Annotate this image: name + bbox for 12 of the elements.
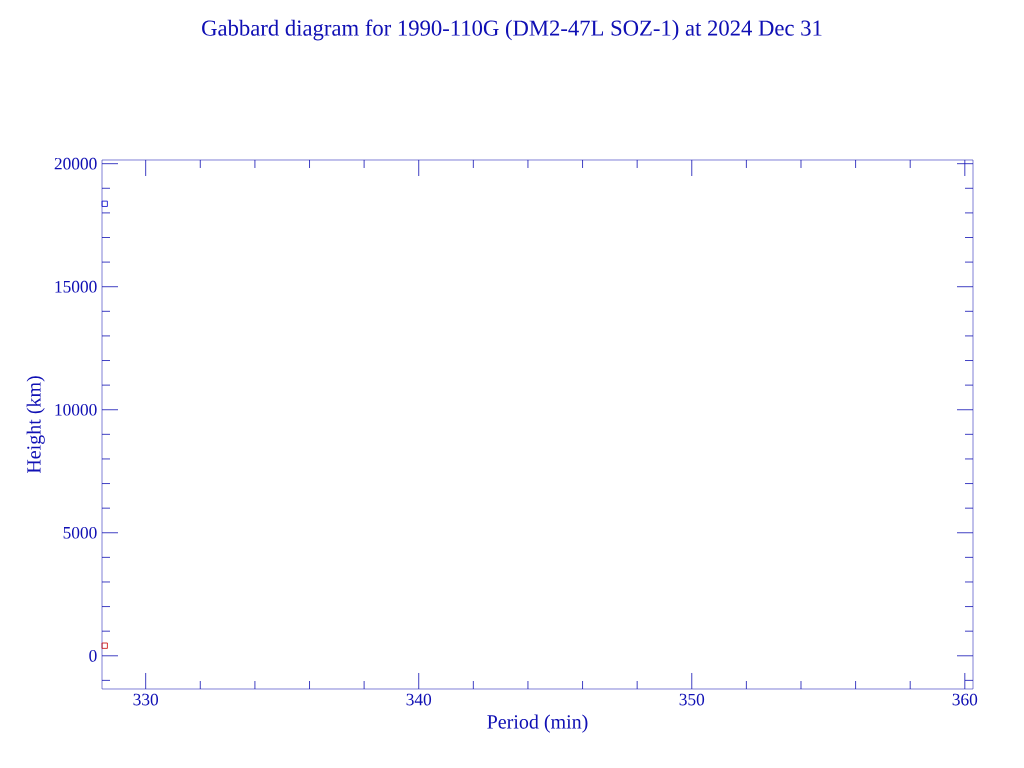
x-tick-label: 350 xyxy=(679,693,705,706)
x-tick-label: 360 xyxy=(952,693,978,706)
x-tick-label: 340 xyxy=(406,693,432,706)
y-tick-label: 0 xyxy=(89,649,97,662)
y-tick-label: 5000 xyxy=(63,526,97,539)
x-tick-label: 330 xyxy=(133,693,159,706)
y-tick-label: 15000 xyxy=(55,280,97,293)
y-tick-label: 10000 xyxy=(55,403,97,416)
x-axis-title: Period (min) xyxy=(487,714,588,733)
y-axis-title: Height (km) xyxy=(26,376,45,474)
chart-title: Gabbard diagram for 1990-110G (DM2-47L SOZ-1) at 2024 Dec 31 xyxy=(202,19,822,41)
y-tick-label: 20000 xyxy=(54,157,97,170)
